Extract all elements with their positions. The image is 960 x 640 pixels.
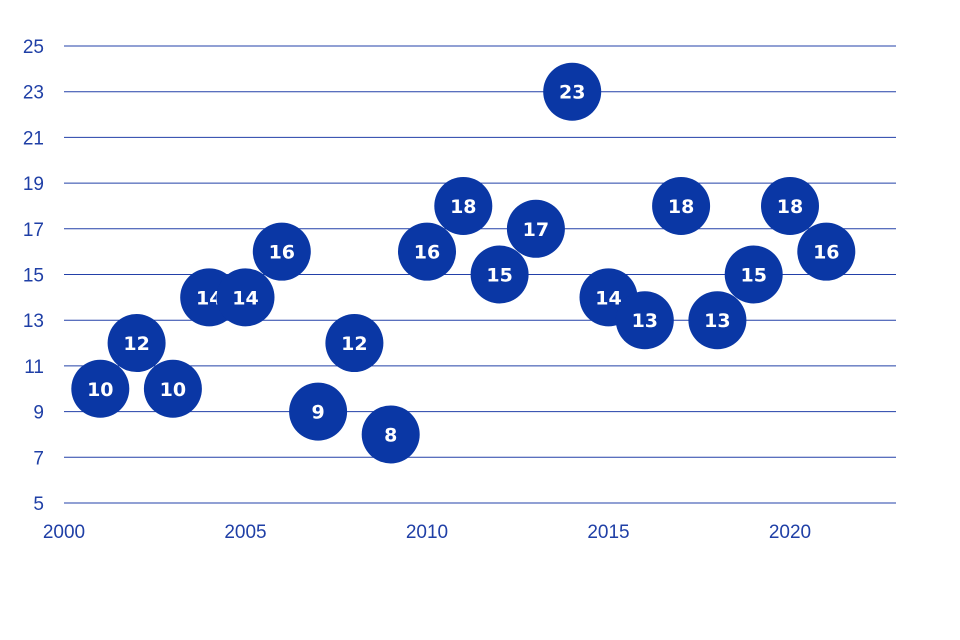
data-point <box>688 291 747 350</box>
data-label: 13 <box>632 310 658 332</box>
data-point <box>325 314 384 373</box>
data-label: 8 <box>384 424 397 446</box>
y-tick-label: 11 <box>24 357 44 378</box>
data-point <box>71 359 130 418</box>
data-label: 18 <box>777 196 803 218</box>
y-tick-label: 25 <box>23 37 44 58</box>
y-tick-label: 5 <box>33 494 44 515</box>
y-tick-label: 17 <box>23 220 44 241</box>
x-tick-label: 2015 <box>587 522 629 543</box>
y-tick-label: 13 <box>23 311 44 332</box>
data-label: 16 <box>269 242 295 264</box>
data-label: 18 <box>668 196 694 218</box>
data-point <box>361 405 420 464</box>
data-point <box>470 245 529 304</box>
y-tick-label: 23 <box>23 83 44 104</box>
data-label: 16 <box>813 242 839 264</box>
data-points: 10 12 10 14 14 16 9 12 8 16 18 15 17 23 14 13 18 13 15 18 16 <box>71 62 856 464</box>
data-point <box>252 222 311 281</box>
data-label: 15 <box>740 265 766 287</box>
data-point <box>652 176 711 235</box>
data-point <box>434 176 493 235</box>
data-label: 17 <box>523 219 549 241</box>
y-tick-label: 19 <box>23 174 44 195</box>
data-point <box>398 222 456 281</box>
data-label: 15 <box>486 265 512 287</box>
y-axis-ticks: 5 7 9 11 13 15 17 19 21 23 25 <box>23 37 44 515</box>
x-tick-label: 2000 <box>43 522 85 543</box>
data-point <box>724 245 783 304</box>
data-label: 10 <box>160 379 186 401</box>
data-label: 18 <box>450 196 476 218</box>
data-label: 12 <box>341 333 367 355</box>
data-label: 10 <box>87 379 113 401</box>
x-tick-label: 2005 <box>224 522 266 543</box>
x-axis-ticks: 2000 2005 2010 2015 2020 <box>43 522 811 543</box>
data-label: 23 <box>559 82 585 104</box>
data-label: 16 <box>414 242 440 264</box>
data-label: 13 <box>704 310 730 332</box>
y-tick-label: 15 <box>23 266 44 287</box>
data-label: 12 <box>123 333 149 355</box>
y-tick-label: 7 <box>33 448 44 469</box>
data-point <box>615 291 674 350</box>
data-point <box>761 176 819 235</box>
data-point <box>797 222 856 281</box>
data-point <box>107 314 166 373</box>
x-tick-label: 2020 <box>769 522 811 543</box>
y-tick-label: 9 <box>33 403 44 424</box>
data-point <box>506 199 565 258</box>
data-label: 14 <box>595 287 621 309</box>
y-tick-label: 21 <box>23 128 44 149</box>
data-label: 9 <box>311 402 324 424</box>
x-tick-label: 2010 <box>406 522 448 543</box>
data-point <box>289 382 348 441</box>
data-point <box>216 268 275 327</box>
data-point <box>543 62 602 121</box>
data-label: 14 <box>232 287 258 309</box>
data-point <box>143 359 202 418</box>
data-label: 14 <box>196 287 222 309</box>
